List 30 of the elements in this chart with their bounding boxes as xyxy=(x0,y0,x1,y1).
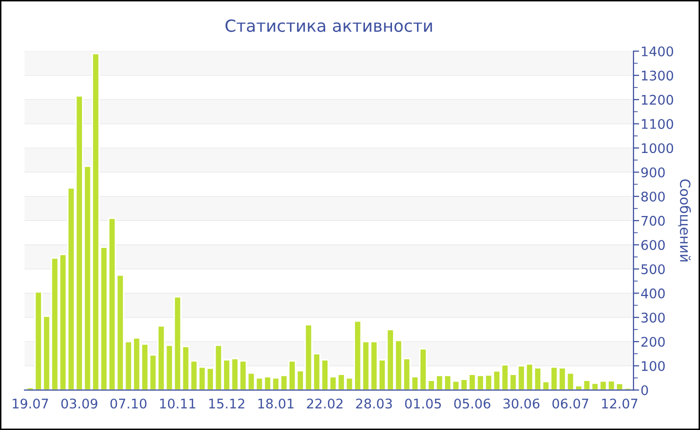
y-tick-label: 1200 xyxy=(642,94,674,105)
y-tick-label: 900 xyxy=(641,167,665,178)
x-tick-label: 15.12 xyxy=(209,398,244,409)
x-tick-label: 06.07 xyxy=(552,398,588,409)
y-tick-label: 1000 xyxy=(642,143,674,154)
x-tick-label: 19.07 xyxy=(12,398,48,409)
x-tick-label: 05.06 xyxy=(454,398,490,409)
y-tick-label: 1100 xyxy=(642,119,674,129)
x-tick-label: 10.11 xyxy=(160,398,196,409)
chart-title: Статистика активности xyxy=(226,19,432,32)
x-tick-label: 18.01 xyxy=(258,398,294,409)
y-tick-label: 800 xyxy=(641,192,665,202)
x-tick-label: 30.06 xyxy=(503,398,540,409)
x-tick-label: 22.02 xyxy=(306,398,342,409)
y-axis-title: Сообщений xyxy=(678,179,691,262)
x-tick-label: 07.10 xyxy=(110,398,146,409)
y-tick-label: 200 xyxy=(641,336,665,347)
y-tick-label: 700 xyxy=(642,216,665,226)
x-tick-label: 12.07 xyxy=(602,398,638,409)
y-tick-label: 1300 xyxy=(642,70,674,81)
y-tick-label: 300 xyxy=(641,312,665,323)
y-tick-label: 100 xyxy=(642,361,665,372)
y-tick-label: 600 xyxy=(641,240,665,250)
y-tick-label: 400 xyxy=(641,288,665,298)
x-tick-label: 03.09 xyxy=(61,398,98,409)
x-tick-label: 01.05 xyxy=(405,398,441,409)
y-tick-label: 0 xyxy=(641,385,648,396)
y-tick-label: 1400 xyxy=(642,46,674,56)
y-tick-label: 500 xyxy=(641,264,665,274)
x-tick-label: 28.03 xyxy=(356,398,392,409)
